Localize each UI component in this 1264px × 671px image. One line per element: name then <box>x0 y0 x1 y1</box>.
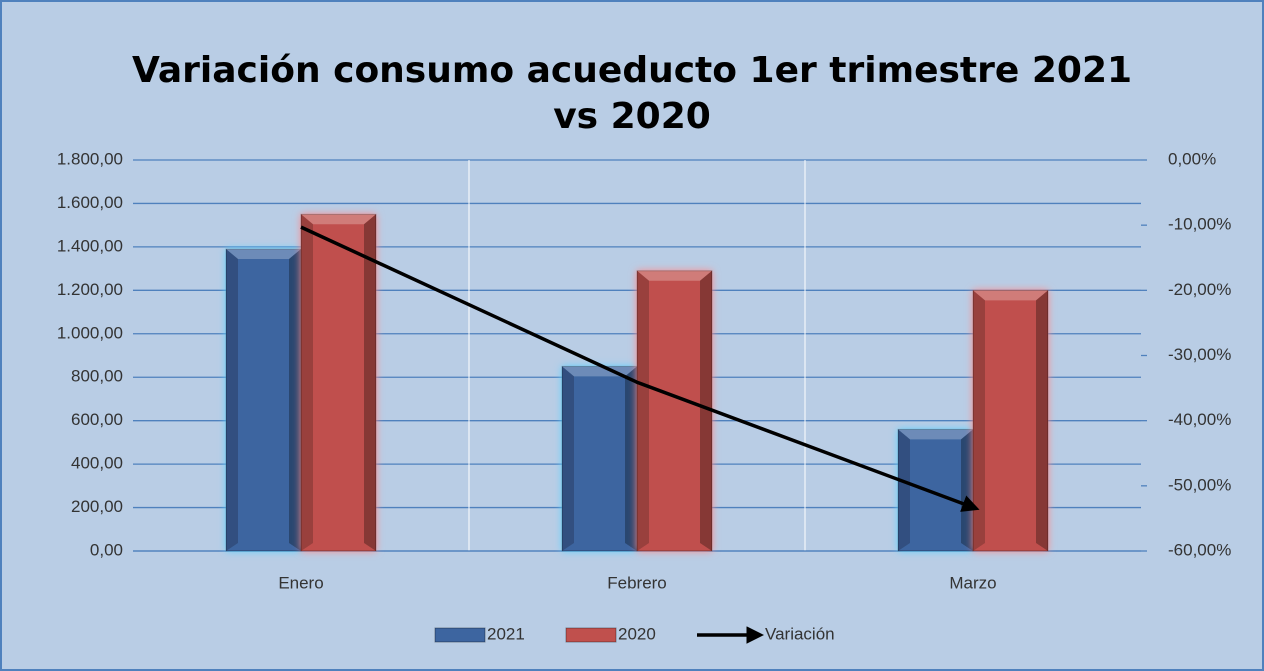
bar-group <box>972 289 1049 552</box>
bar-bevel <box>898 429 910 551</box>
chart-title: Variación consumo acueducto 1er trimestr… <box>132 50 1132 91</box>
y2-tick-label: -20,00% <box>1168 280 1231 299</box>
bar <box>225 248 302 552</box>
bar-bevel <box>226 249 238 552</box>
bar-group <box>897 428 974 552</box>
legend-label: Variación <box>765 624 835 643</box>
y-tick-label: 0,00 <box>90 540 123 559</box>
y2-tick-label: -10,00% <box>1168 215 1231 234</box>
bar-bevel <box>301 214 313 552</box>
y-tick-label: 1.800,00 <box>57 149 123 168</box>
y2-tick-label: 0,00% <box>1168 149 1216 168</box>
y2-tick-label: -50,00% <box>1168 475 1231 494</box>
bar-bevel <box>637 270 712 281</box>
bar <box>561 365 638 552</box>
y2-tick-label: -40,00% <box>1168 410 1231 429</box>
legend-label: 2021 <box>487 624 525 643</box>
bar-bevel <box>700 270 712 551</box>
legend-swatch <box>434 627 486 643</box>
bar-bevel <box>973 290 1048 301</box>
bar-bevel <box>562 366 574 551</box>
legend-label: 2020 <box>618 624 656 643</box>
bar-bevel <box>301 214 376 225</box>
y-tick-label: 200,00 <box>71 497 123 516</box>
bar-group <box>225 248 302 552</box>
bar-bevel <box>289 249 301 552</box>
bar-group <box>300 213 377 552</box>
bar-group <box>561 365 638 552</box>
bar <box>300 213 377 552</box>
bar-bevel <box>1036 290 1048 551</box>
bar-bevel <box>226 249 301 260</box>
chart-title: vs 2020 <box>553 96 711 137</box>
bar-bevel <box>625 366 637 551</box>
x-tick-label: Febrero <box>607 573 667 592</box>
y-tick-label: 1.200,00 <box>57 280 123 299</box>
bar-bevel <box>364 214 376 552</box>
bar <box>972 289 1049 552</box>
bar-bevel <box>973 290 985 551</box>
x-tick-label: Marzo <box>949 573 996 592</box>
bar-bevel <box>562 366 637 377</box>
variation-line <box>300 225 980 512</box>
x-tick-label: Enero <box>278 573 323 592</box>
y2-tick-label: -30,00% <box>1168 345 1231 364</box>
y-tick-label: 1.600,00 <box>57 193 123 212</box>
bar-group <box>636 270 713 552</box>
y-tick-label: 400,00 <box>71 454 123 473</box>
bar-bevel <box>637 270 649 551</box>
y-tick-label: 1.000,00 <box>57 323 123 342</box>
y-tick-label: 600,00 <box>71 410 123 429</box>
bar-bevel <box>961 429 973 551</box>
y-tick-label: 800,00 <box>71 367 123 386</box>
legend-swatch <box>565 627 617 643</box>
y2-tick-label: -60,00% <box>1168 540 1231 559</box>
bar-bevel <box>898 429 973 440</box>
y-tick-label: 1.400,00 <box>57 236 123 255</box>
